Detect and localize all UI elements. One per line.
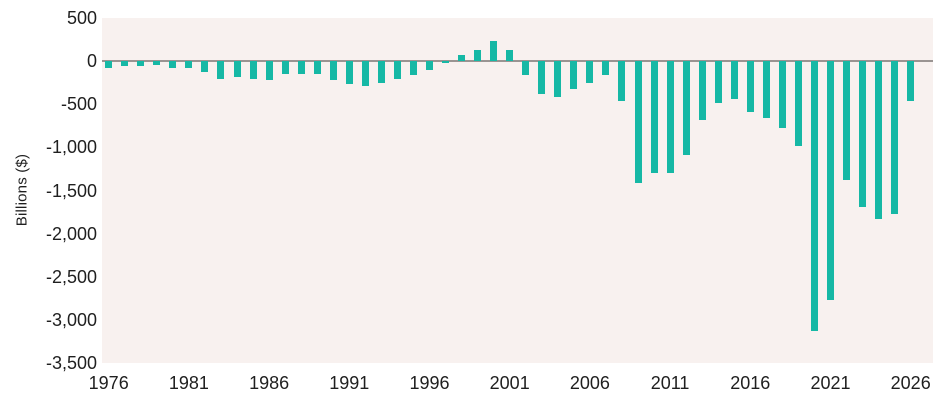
x-tick-label: 1986 xyxy=(249,373,290,393)
y-tick-label: -1,000 xyxy=(45,137,97,158)
bar-1990 xyxy=(329,61,337,81)
bar-2014 xyxy=(714,61,722,103)
y-tick-label: -1,500 xyxy=(45,180,97,201)
bar-2008 xyxy=(618,61,626,101)
y-tick-label: -3,000 xyxy=(45,309,97,330)
x-tick-label: 2001 xyxy=(489,373,530,393)
bar-1999 xyxy=(474,50,482,62)
bar-2020 xyxy=(810,61,818,332)
x-tick-label: 1976 xyxy=(88,373,129,393)
bar-2015 xyxy=(730,61,738,100)
bar-2011 xyxy=(666,61,674,174)
bar-2026 xyxy=(907,61,915,102)
bar-1997 xyxy=(442,61,450,64)
bar-1984 xyxy=(233,61,241,78)
zero-axis-line xyxy=(102,60,933,63)
bar-2001 xyxy=(506,50,514,62)
bar-2002 xyxy=(522,61,530,75)
bar-1980 xyxy=(169,61,177,68)
bar-1995 xyxy=(409,61,417,76)
bar-2012 xyxy=(682,61,690,155)
bar-2022 xyxy=(843,61,851,180)
bar-1979 xyxy=(153,61,161,65)
y-tick-label: 0 xyxy=(86,51,97,72)
y-axis-tick-labels: 500 0 -500 -1,000 -1,500 -2,000 -2,500 -3,000 -3… xyxy=(0,0,97,402)
x-tick-label: 2016 xyxy=(730,373,771,393)
y-tick-label: -2,500 xyxy=(45,266,97,287)
x-tick-label: 2011 xyxy=(650,373,690,393)
bar-2017 xyxy=(762,61,770,119)
bar-1986 xyxy=(265,61,273,81)
bar-2018 xyxy=(778,61,786,129)
bar-1977 xyxy=(121,61,129,66)
bar-2004 xyxy=(554,61,562,97)
bar-1976 xyxy=(105,61,113,68)
bar-2007 xyxy=(602,61,610,75)
bar-1992 xyxy=(361,61,369,87)
x-tick-label: 2006 xyxy=(569,373,610,393)
bar-2013 xyxy=(698,61,706,120)
bar-1994 xyxy=(393,61,401,79)
bar-1991 xyxy=(345,61,353,85)
bar-1987 xyxy=(281,61,289,75)
y-tick-label: -500 xyxy=(60,94,97,115)
bar-2009 xyxy=(634,61,642,183)
bar-2005 xyxy=(570,61,578,89)
bar-1996 xyxy=(426,61,433,71)
x-tick-label: 2026 xyxy=(890,373,931,393)
bar-1978 xyxy=(137,61,145,67)
y-tick-label: -3,500 xyxy=(45,353,97,373)
bar-2023 xyxy=(859,61,867,208)
bar-1989 xyxy=(313,61,321,75)
bar-2019 xyxy=(794,61,802,146)
bar-2021 xyxy=(827,61,834,301)
x-tick-label: 1996 xyxy=(409,373,450,393)
bar-1982 xyxy=(201,61,209,73)
bar-2003 xyxy=(538,61,546,94)
bar-1993 xyxy=(377,61,385,84)
x-tick-label: 1981 xyxy=(168,373,209,393)
x-tick-label: 2021 xyxy=(810,373,851,393)
bar-1985 xyxy=(249,61,257,80)
bar-1983 xyxy=(217,61,225,80)
y-tick-label: 500 xyxy=(66,8,97,28)
bar-2024 xyxy=(875,61,883,220)
bar-2000 xyxy=(490,40,498,62)
bar-2010 xyxy=(650,61,658,173)
bar-2016 xyxy=(746,61,754,112)
bar-1981 xyxy=(185,61,193,68)
bar-1998 xyxy=(458,55,466,62)
x-tick-label: 1991 xyxy=(329,373,370,393)
bar-2006 xyxy=(586,61,594,83)
plot-area xyxy=(102,18,933,363)
bar-2025 xyxy=(891,61,899,215)
y-tick-label: -2,000 xyxy=(45,223,97,244)
bar-1988 xyxy=(297,61,305,75)
